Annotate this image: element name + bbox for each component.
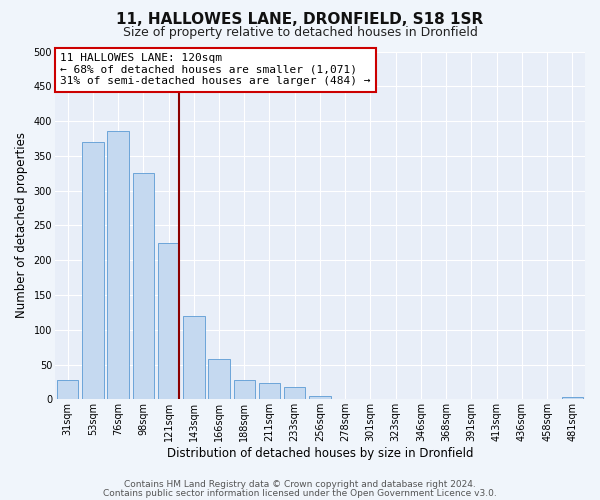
Bar [309, 396, 331, 400]
Text: Contains HM Land Registry data © Crown copyright and database right 2024.: Contains HM Land Registry data © Crown c… [124, 480, 476, 489]
X-axis label: Distribution of detached houses by size in Dronfield: Distribution of detached houses by size … [167, 447, 473, 460]
Bar [107, 132, 129, 400]
Bar [183, 316, 205, 400]
Text: 11 HALLOWES LANE: 120sqm
← 68% of detached houses are smaller (1,071)
31% of sem: 11 HALLOWES LANE: 120sqm ← 68% of detach… [60, 53, 371, 86]
Bar [57, 380, 79, 400]
Bar [562, 397, 583, 400]
Bar [82, 142, 104, 400]
Text: 11, HALLOWES LANE, DRONFIELD, S18 1SR: 11, HALLOWES LANE, DRONFIELD, S18 1SR [116, 12, 484, 28]
Bar [259, 384, 280, 400]
Bar [233, 380, 255, 400]
Bar [158, 243, 179, 400]
Bar [436, 398, 457, 400]
Bar [208, 359, 230, 400]
Bar [334, 398, 356, 400]
Y-axis label: Number of detached properties: Number of detached properties [15, 132, 28, 318]
Bar [133, 173, 154, 400]
Text: Contains public sector information licensed under the Open Government Licence v3: Contains public sector information licen… [103, 488, 497, 498]
Text: Size of property relative to detached houses in Dronfield: Size of property relative to detached ho… [122, 26, 478, 39]
Bar [284, 387, 305, 400]
